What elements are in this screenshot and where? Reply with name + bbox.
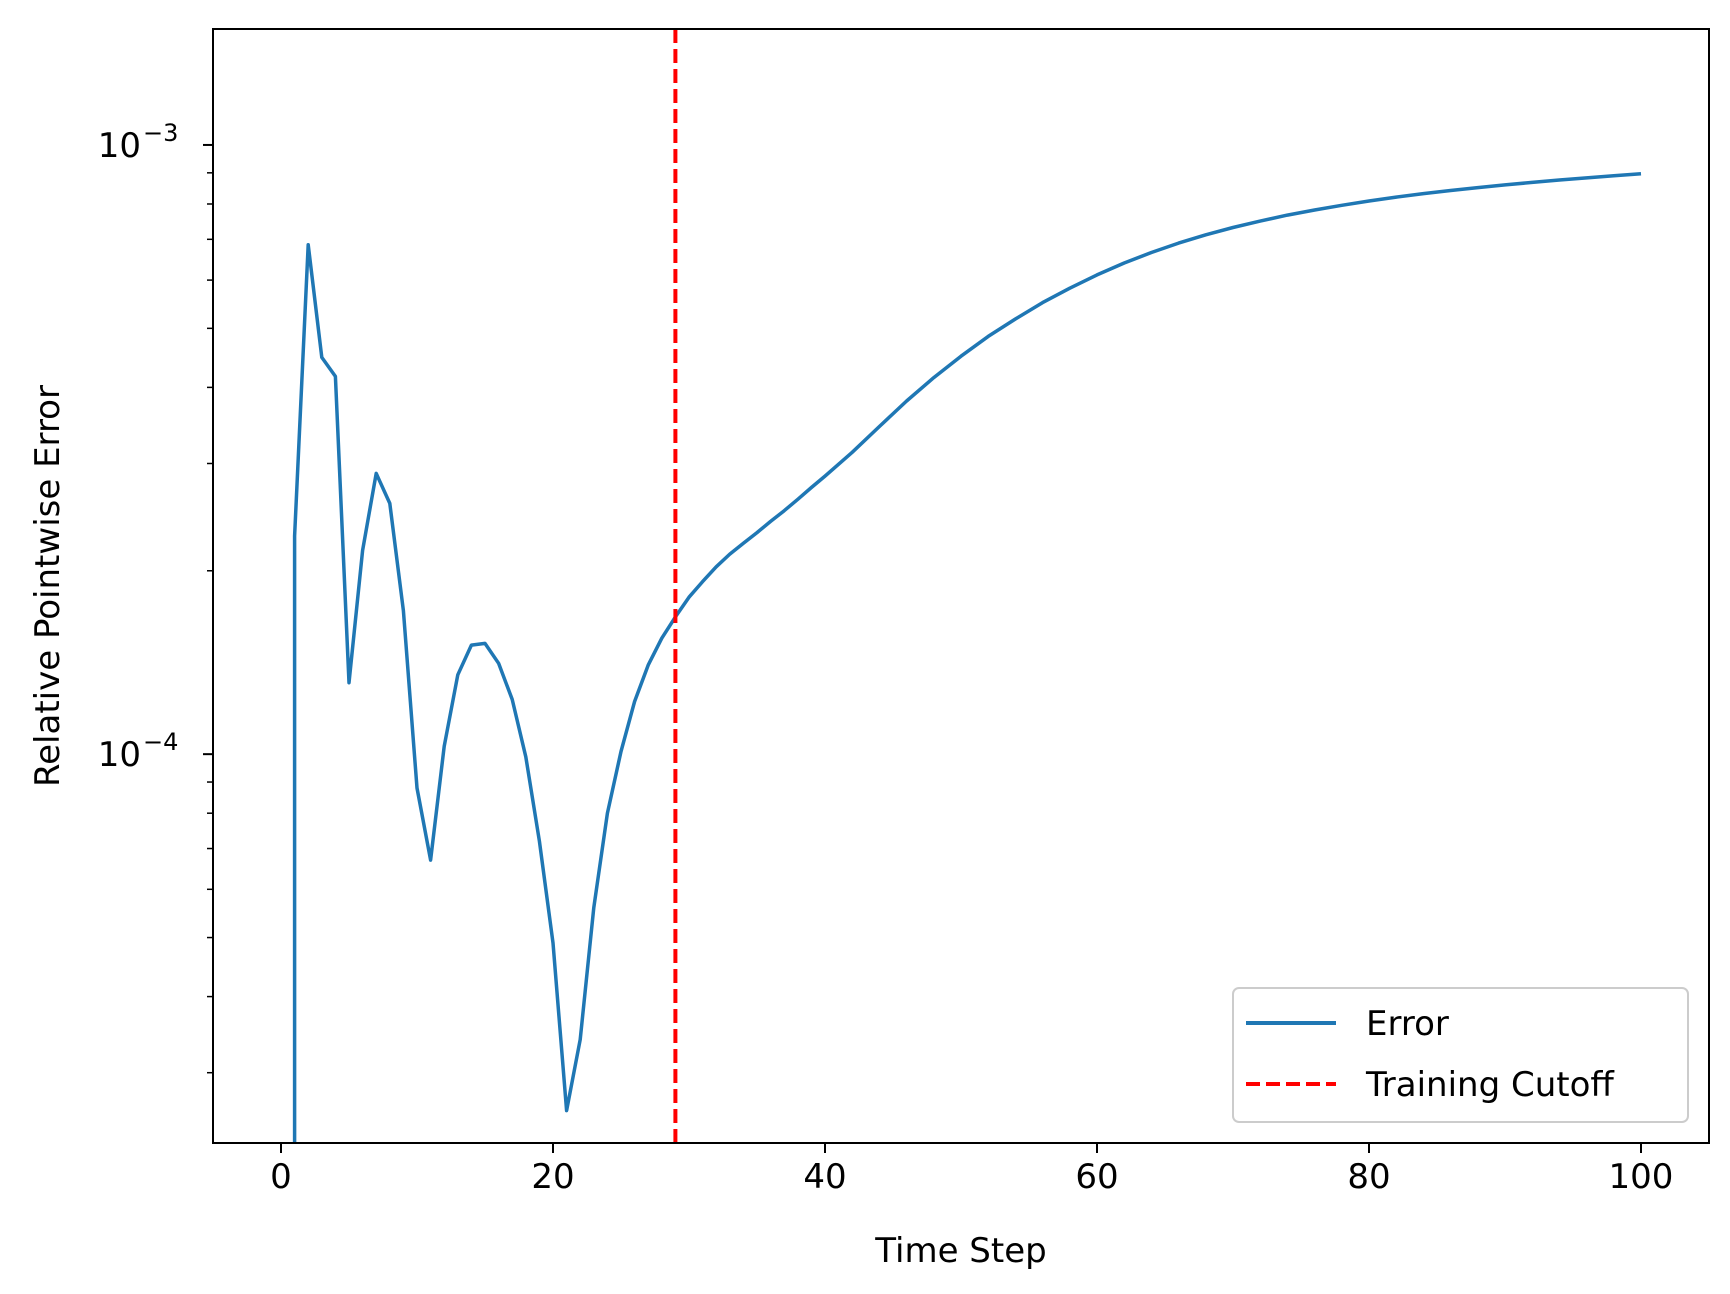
legend-label: Error <box>1366 1004 1449 1044</box>
x-tick-label: 60 <box>1075 1157 1118 1197</box>
y-axis-label: Relative Pointwise Error <box>28 385 68 787</box>
y-tick-label: 10 <box>98 735 141 775</box>
x-tick-label: 0 <box>270 1157 292 1197</box>
y-tick-label-exponent: −3 <box>143 119 178 147</box>
legend: Error Training Cutoff <box>1232 987 1689 1123</box>
legend-label: Training Cutoff <box>1365 1065 1615 1105</box>
x-tick-label: 80 <box>1347 1157 1390 1197</box>
y-tick-label-base: 10 <box>98 126 141 166</box>
plot-area <box>292 29 1642 1143</box>
y-tick-label-exponent: −4 <box>143 728 178 756</box>
x-tick-label: 40 <box>803 1157 846 1197</box>
y-axis: 10−410−3 <box>98 119 213 1074</box>
legend-box <box>1232 987 1689 1123</box>
x-axis-label: Time Step <box>874 1231 1046 1271</box>
x-tick-label: 20 <box>531 1157 574 1197</box>
y-tick-label: 10 <box>98 126 141 166</box>
axes-frame <box>212 28 1710 1144</box>
x-tick-label: 100 <box>1609 1157 1674 1197</box>
series-line-error <box>292 171 1642 1143</box>
y-tick-label-base: 10 <box>98 735 141 775</box>
x-axis: 0 20 40 60 80 100 <box>270 1143 1673 1197</box>
